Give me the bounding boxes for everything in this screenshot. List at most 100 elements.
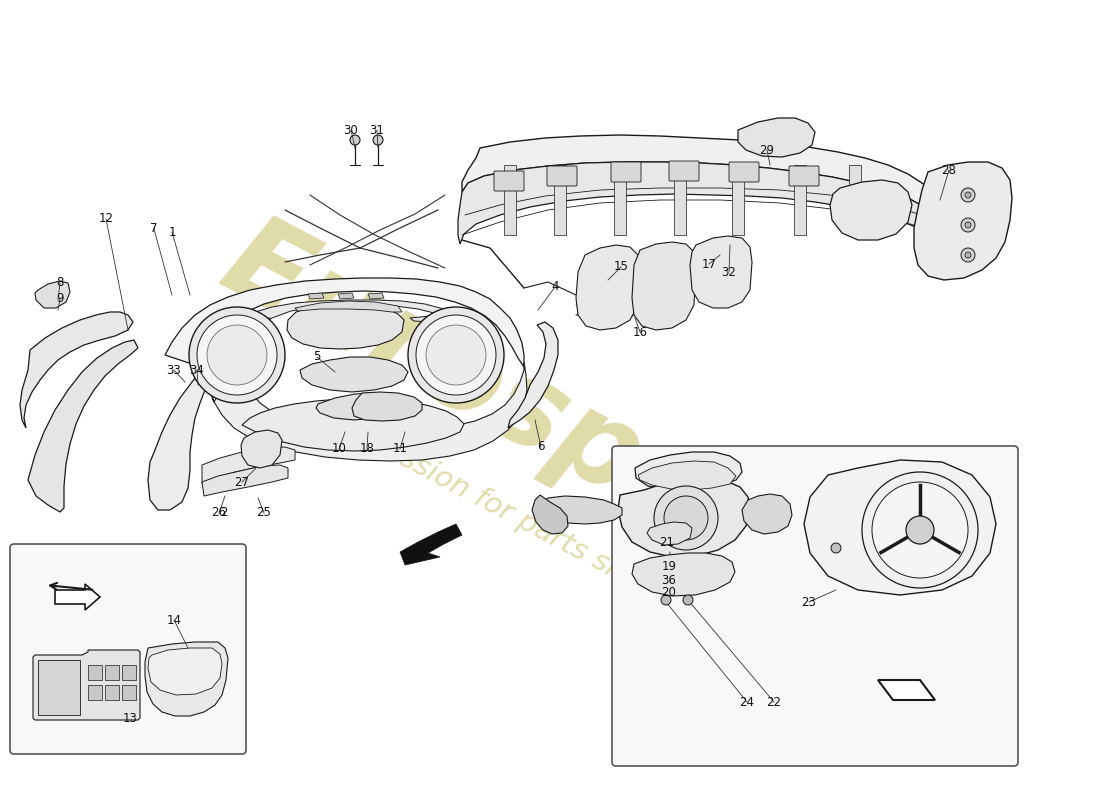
FancyBboxPatch shape — [669, 161, 698, 181]
Polygon shape — [554, 165, 566, 235]
Polygon shape — [742, 494, 792, 534]
Polygon shape — [462, 135, 944, 218]
Text: Eurospares: Eurospares — [204, 204, 916, 656]
Text: 23: 23 — [802, 595, 816, 609]
Circle shape — [408, 307, 504, 403]
Polygon shape — [28, 340, 138, 512]
Text: 20: 20 — [661, 586, 676, 598]
Circle shape — [862, 472, 978, 588]
Polygon shape — [202, 447, 295, 484]
Circle shape — [416, 315, 496, 395]
Polygon shape — [242, 399, 464, 451]
Text: 26: 26 — [211, 506, 227, 519]
Text: 11: 11 — [393, 442, 407, 455]
Polygon shape — [148, 648, 222, 695]
FancyBboxPatch shape — [612, 446, 1018, 766]
Polygon shape — [88, 685, 102, 700]
Polygon shape — [635, 452, 742, 490]
Polygon shape — [33, 650, 140, 720]
FancyBboxPatch shape — [10, 544, 246, 754]
Circle shape — [426, 325, 486, 385]
Polygon shape — [148, 370, 210, 510]
Polygon shape — [368, 293, 384, 299]
Text: 14: 14 — [166, 614, 182, 626]
Polygon shape — [287, 305, 404, 349]
Polygon shape — [104, 665, 119, 680]
Polygon shape — [674, 165, 686, 235]
Text: 28: 28 — [942, 163, 956, 177]
Text: 19: 19 — [661, 561, 676, 574]
Polygon shape — [849, 165, 861, 235]
Polygon shape — [410, 316, 488, 367]
Circle shape — [965, 252, 971, 258]
Polygon shape — [352, 392, 422, 421]
Text: a passion for parts since 1985: a passion for parts since 1985 — [339, 414, 740, 646]
Polygon shape — [638, 461, 736, 490]
Text: 12: 12 — [99, 213, 113, 226]
Text: 13: 13 — [122, 711, 138, 725]
Polygon shape — [55, 584, 100, 610]
Text: 32: 32 — [722, 266, 736, 278]
Polygon shape — [400, 524, 462, 565]
Polygon shape — [738, 118, 815, 157]
Text: 31: 31 — [370, 123, 384, 137]
Polygon shape — [647, 522, 692, 545]
Text: 10: 10 — [331, 442, 346, 455]
Polygon shape — [540, 496, 622, 524]
Circle shape — [961, 218, 975, 232]
Circle shape — [207, 325, 267, 385]
Polygon shape — [878, 680, 935, 700]
Circle shape — [965, 222, 971, 228]
Polygon shape — [508, 322, 558, 428]
Polygon shape — [690, 236, 752, 308]
Text: 21: 21 — [660, 535, 674, 549]
FancyArrow shape — [55, 572, 107, 605]
Polygon shape — [35, 281, 70, 308]
Text: 15: 15 — [614, 261, 628, 274]
Polygon shape — [202, 465, 288, 496]
Text: 2: 2 — [220, 506, 228, 519]
Polygon shape — [122, 685, 136, 700]
Text: 29: 29 — [759, 143, 774, 157]
Text: 33: 33 — [166, 363, 182, 377]
Polygon shape — [165, 278, 524, 375]
FancyBboxPatch shape — [494, 171, 524, 191]
Polygon shape — [308, 293, 324, 299]
Circle shape — [654, 486, 718, 550]
Polygon shape — [532, 495, 568, 534]
Circle shape — [661, 595, 671, 605]
Text: 30: 30 — [343, 123, 359, 137]
Text: 8: 8 — [56, 277, 64, 290]
Polygon shape — [207, 300, 488, 359]
Circle shape — [683, 595, 693, 605]
FancyBboxPatch shape — [547, 166, 578, 186]
Circle shape — [961, 248, 975, 262]
Circle shape — [373, 135, 383, 145]
Polygon shape — [241, 430, 282, 468]
Text: 16: 16 — [632, 326, 648, 338]
Text: 25: 25 — [256, 506, 272, 519]
Text: 9: 9 — [56, 293, 64, 306]
FancyBboxPatch shape — [789, 166, 820, 186]
Polygon shape — [145, 642, 228, 716]
Polygon shape — [104, 685, 119, 700]
Circle shape — [664, 496, 708, 540]
Text: 1: 1 — [168, 226, 176, 238]
Polygon shape — [504, 165, 516, 235]
Polygon shape — [618, 478, 750, 557]
Text: 6: 6 — [537, 441, 544, 454]
Text: 22: 22 — [767, 695, 781, 709]
Text: 5: 5 — [314, 350, 321, 363]
Polygon shape — [614, 165, 626, 235]
Circle shape — [965, 192, 971, 198]
Polygon shape — [39, 660, 80, 715]
Circle shape — [906, 516, 934, 544]
Text: 36: 36 — [661, 574, 676, 586]
Text: 17: 17 — [702, 258, 716, 270]
Text: 4: 4 — [551, 281, 559, 294]
Circle shape — [872, 482, 968, 578]
FancyBboxPatch shape — [610, 162, 641, 182]
Polygon shape — [732, 165, 744, 235]
Polygon shape — [794, 165, 806, 235]
Text: 27: 27 — [234, 475, 250, 489]
